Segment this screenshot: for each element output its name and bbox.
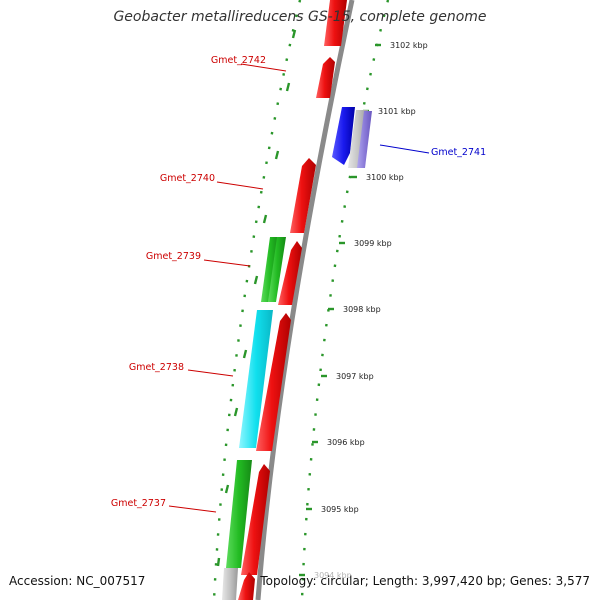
gene-feature-forward — [324, 0, 347, 46]
ruler-tick-label: 3099 kbp — [354, 239, 392, 248]
ruler-ticks: 3102 kbp 3101 kbp 3100 kbp 3099 kbp 3098 kbp… — [299, 41, 428, 580]
gene-feature-grey — [222, 568, 238, 600]
ruler-tick-label: 3102 kbp — [390, 41, 428, 50]
label-leader-line — [216, 181, 264, 190]
label-leader-line — [168, 505, 217, 513]
gene-feature-lavender — [357, 111, 372, 168]
gene-feature-cyan — [239, 310, 273, 448]
gene-feature-green — [268, 237, 286, 302]
gene-labels: Gmet_2742 Gmet_2741 Gmet_2740 Gmet_2739 Gmet… — [111, 55, 486, 509]
page-title: Geobacter metallireducens GS-15, complet… — [113, 9, 487, 25]
ruler-tick-label: 3101 kbp — [378, 107, 416, 116]
gene-label[interactable]: Gmet_2741 — [431, 147, 486, 158]
ruler-tick-label: 3100 kbp — [366, 173, 404, 182]
ruler-tick-label: 3094 kbp — [314, 571, 352, 580]
genome-backbone — [255, 0, 355, 600]
label-leader-line — [240, 63, 287, 72]
ruler-tick-label: 3096 kbp — [327, 438, 365, 447]
boundary-dashes — [216, 29, 297, 567]
gene-label[interactable]: Gmet_2742 — [211, 55, 266, 66]
label-leaders — [168, 63, 430, 513]
ruler-tick-label: 3097 kbp — [336, 372, 374, 381]
gene-feature-reverse — [332, 107, 355, 165]
gene-features — [222, 0, 372, 600]
gene-feature-forward — [241, 464, 270, 575]
gene-feature-forward — [278, 241, 302, 305]
gene-feature-forward — [316, 57, 335, 98]
gene-label[interactable]: Gmet_2738 — [129, 362, 184, 373]
label-leader-line — [379, 144, 430, 154]
gene-feature-forward — [238, 572, 255, 600]
topology-text: Topology: circular; Length: 3,997,420 bp… — [260, 574, 590, 588]
accession-text: Accession: NC_007517 — [9, 574, 146, 588]
gene-label[interactable]: Gmet_2737 — [111, 498, 166, 509]
gene-label[interactable]: Gmet_2740 — [160, 173, 215, 184]
ruler-tick-label: 3098 kbp — [343, 305, 381, 314]
label-leader-line — [187, 369, 234, 377]
ruler-tick-label: 3095 kbp — [321, 505, 359, 514]
gene-feature-green — [226, 460, 252, 568]
gene-feature-forward — [256, 313, 291, 451]
label-leader-line — [203, 259, 251, 267]
gene-feature-forward — [290, 158, 316, 233]
gene-label[interactable]: Gmet_2739 — [146, 251, 201, 262]
gene-feature-green — [261, 237, 279, 302]
